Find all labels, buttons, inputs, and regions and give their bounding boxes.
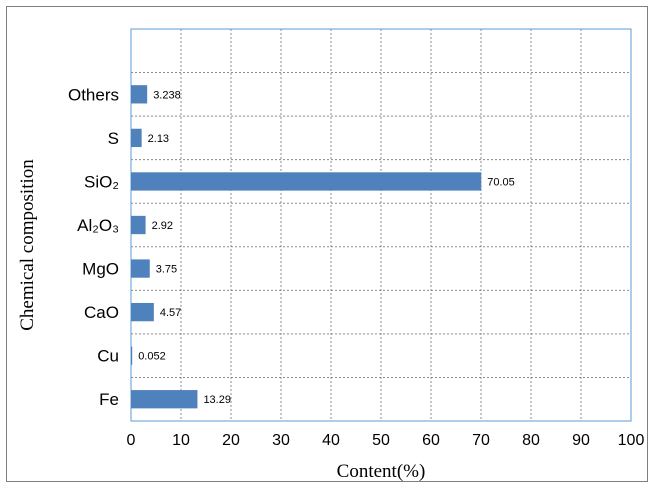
y-axis-title: Chemical composition xyxy=(17,159,38,331)
bar xyxy=(131,85,148,104)
data-label: 3.75 xyxy=(156,264,177,276)
data-label: 4.57 xyxy=(160,307,181,319)
bar xyxy=(131,346,133,365)
x-tick-label: 90 xyxy=(572,432,590,449)
x-tick-label: 40 xyxy=(322,432,340,449)
bar xyxy=(131,302,154,322)
data-label: 70.05 xyxy=(487,176,515,188)
x-tick-label: 80 xyxy=(522,432,540,449)
category-label: Cu xyxy=(97,347,119,366)
bar-chart: 0 10 20 30 40 50 60 70 80 90 100 3.238 Others 2.13 S 70… xyxy=(17,28,644,482)
x-tick-label: 30 xyxy=(272,432,290,449)
category-label: Al₂O₃ xyxy=(77,216,119,235)
data-label: 13.29 xyxy=(203,394,231,406)
category-label: MgO xyxy=(82,260,119,279)
x-tick-label: 10 xyxy=(172,432,190,449)
data-label: 2.92 xyxy=(152,220,173,232)
grid xyxy=(131,29,631,421)
category-label: S xyxy=(108,129,119,148)
x-tick-label: 60 xyxy=(422,432,440,449)
x-tick-label: 70 xyxy=(472,432,490,449)
labels: 0 10 20 30 40 50 60 70 80 90 100 3.238 Others 2.13 S 70… xyxy=(68,85,644,449)
bar xyxy=(131,172,482,191)
bar xyxy=(131,215,146,235)
x-tick-label: 50 xyxy=(372,432,390,449)
data-label: 2.13 xyxy=(148,133,169,145)
x-tick-label: 100 xyxy=(618,432,645,449)
x-tick-label: 0 xyxy=(127,432,136,449)
category-label: Others xyxy=(68,85,119,104)
x-axis-title: Content(%) xyxy=(337,461,426,482)
category-label: CaO xyxy=(84,303,119,322)
chart-frame: 0 10 20 30 40 50 60 70 80 90 100 3.238 Others 2.13 S 70… xyxy=(6,6,648,482)
data-label: 3.238 xyxy=(153,89,181,101)
x-tick-label: 20 xyxy=(222,432,240,449)
bars xyxy=(131,85,482,409)
category-label: Fe xyxy=(99,390,119,409)
bar xyxy=(131,390,198,409)
data-label: 0.052 xyxy=(138,351,166,363)
category-label: SiO₂ xyxy=(84,172,119,191)
bar xyxy=(131,259,150,278)
bar xyxy=(131,128,142,148)
